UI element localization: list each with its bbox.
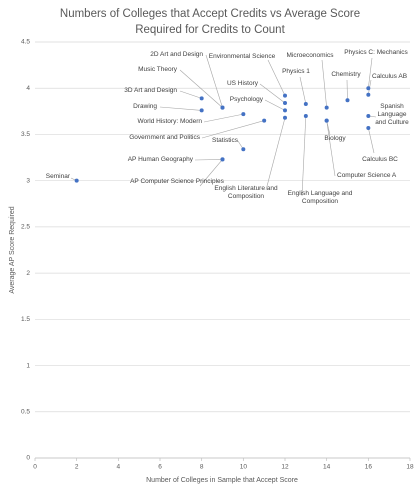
- leader-line: [321, 59, 327, 108]
- point-label: US History: [226, 80, 258, 87]
- leader-line: [159, 106, 202, 111]
- point: [366, 92, 371, 97]
- y-tick-label: 3: [26, 177, 30, 184]
- leader-line: [267, 59, 286, 96]
- x-tick-label: 0: [33, 464, 37, 471]
- point-label: Statistics: [211, 137, 238, 144]
- point: [220, 105, 225, 110]
- point-label: Physics C: Mechanics: [344, 49, 408, 56]
- leader-line: [199, 159, 223, 187]
- leader-line: [259, 83, 286, 104]
- x-tick-label: 8: [200, 464, 204, 471]
- leader-line: [299, 76, 307, 105]
- point: [324, 105, 329, 110]
- leader-line: [179, 90, 202, 99]
- point-label: AP Computer Science Principles: [130, 178, 224, 185]
- point: [199, 108, 204, 113]
- y-tick-label: 1: [26, 362, 30, 369]
- x-tick-label: 18: [406, 464, 414, 471]
- point: [303, 113, 308, 118]
- point: [199, 96, 204, 101]
- y-axis-title: Average AP Score Required: [9, 206, 16, 293]
- point-label: Calculus BC: [362, 156, 398, 163]
- leader-line: [203, 113, 244, 123]
- point-label: Drawing: [133, 103, 157, 110]
- x-tick-label: 14: [323, 464, 331, 471]
- leader-line: [301, 115, 307, 197]
- y-tick-label: 2: [26, 270, 30, 277]
- point-label: Government and Politics: [129, 134, 200, 141]
- point-label: Computer Science A: [337, 172, 397, 179]
- x-tick-label: 4: [117, 464, 121, 471]
- leader-line: [368, 57, 373, 89]
- point-label: Environmental Science: [208, 53, 276, 60]
- point-label: English Language and Composition: [287, 190, 353, 205]
- x-tick-label: 12: [281, 464, 289, 471]
- x-tick-label: 6: [158, 464, 162, 471]
- leader-line: [194, 159, 223, 161]
- point-label: World History: Modern: [137, 118, 202, 125]
- y-tick-label: 4: [26, 85, 30, 92]
- point-label: Physics 1: [282, 68, 310, 75]
- leader-line: [265, 117, 286, 191]
- point-label: 3D Art and Design: [124, 87, 177, 94]
- point-label: Seminar: [45, 173, 70, 180]
- leader-line: [201, 120, 265, 139]
- point: [345, 98, 350, 103]
- point-label: Spanish Language and Culture: [375, 103, 409, 126]
- point-label: Biology: [324, 135, 346, 142]
- point-label: Calculus AB: [372, 73, 408, 80]
- point-label: Music Theory: [138, 66, 177, 73]
- chart-title: Numbers of Colleges that Accept Credits …: [59, 8, 361, 36]
- point: [241, 147, 246, 152]
- leader-line: [346, 79, 348, 101]
- point: [303, 101, 308, 106]
- x-tick-label: 16: [365, 464, 373, 471]
- point: [366, 86, 371, 91]
- point: [241, 112, 246, 117]
- x-tick-label: 2: [75, 464, 79, 471]
- leader-line: [205, 54, 223, 108]
- point-label: AP Human Geography: [127, 156, 193, 163]
- leader-line: [326, 120, 331, 136]
- point-label: Microeconomics: [286, 52, 334, 59]
- y-tick-label: 1.5: [21, 316, 30, 323]
- y-tick-label: 0.5: [21, 408, 30, 415]
- point: [324, 118, 329, 123]
- x-tick-label: 10: [240, 464, 248, 471]
- y-tick-label: 2.5: [21, 224, 30, 231]
- y-tick-label: 4.5: [21, 39, 30, 46]
- x-axis-title: Number of Colleges in Sample that Accept…: [146, 477, 298, 484]
- point: [283, 93, 287, 98]
- point: [283, 108, 287, 113]
- point-label: English Literature and Composition: [214, 185, 278, 200]
- point-label: Chemistry: [331, 71, 361, 78]
- point-label: 2D Art and Design: [150, 51, 203, 58]
- point: [366, 125, 371, 130]
- leader-line: [179, 69, 223, 108]
- y-tick-label: 0: [26, 455, 30, 462]
- y-tick-label: 3.5: [21, 131, 30, 138]
- point-label: Psychology: [229, 96, 263, 103]
- point: [262, 118, 267, 123]
- leader-line: [326, 120, 336, 177]
- point: [283, 115, 287, 120]
- point: [220, 157, 225, 162]
- point: [283, 101, 287, 106]
- leader-line: [368, 127, 375, 154]
- point: [74, 178, 79, 183]
- point: [366, 113, 371, 118]
- leader-line: [264, 99, 286, 111]
